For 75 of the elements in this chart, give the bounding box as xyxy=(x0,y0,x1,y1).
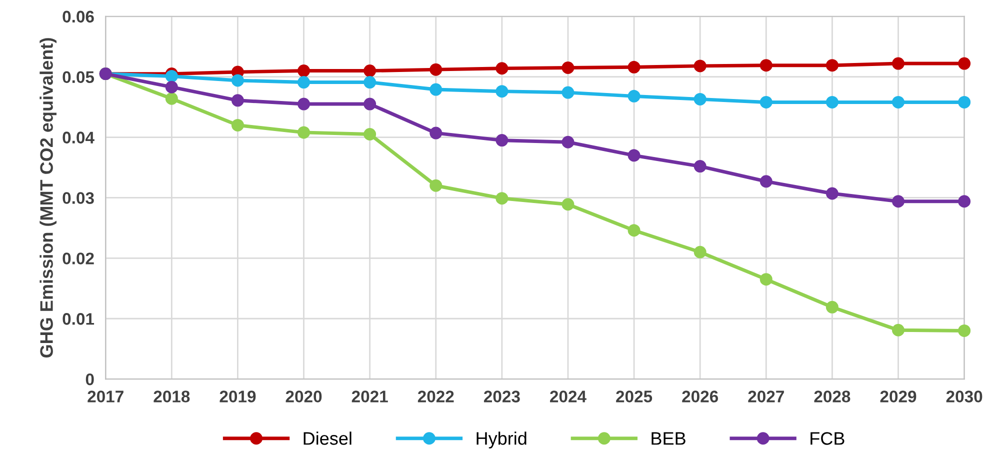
point xyxy=(826,96,838,108)
x-tick-label: 2017 xyxy=(88,390,124,402)
x-tick-label: 2021 xyxy=(352,390,388,402)
point xyxy=(958,195,971,208)
y-tick-label: 0 xyxy=(86,373,94,386)
y-tick-label: 0.02 xyxy=(62,252,94,264)
point xyxy=(892,195,904,208)
point xyxy=(958,96,971,108)
point xyxy=(364,128,376,141)
point xyxy=(496,62,508,75)
point xyxy=(760,96,772,108)
legend-label: FCB xyxy=(810,432,844,445)
point xyxy=(562,62,574,74)
point xyxy=(892,96,904,108)
x-tick-label: 2022 xyxy=(418,390,454,402)
x-tick-label: 2030 xyxy=(946,390,982,402)
point xyxy=(958,324,971,337)
point xyxy=(892,57,904,70)
x-tick-label: 2025 xyxy=(616,390,652,402)
point xyxy=(231,94,244,107)
point xyxy=(562,198,574,211)
point xyxy=(628,60,640,74)
point xyxy=(430,126,442,140)
point xyxy=(430,83,442,96)
point xyxy=(826,300,838,314)
point xyxy=(430,179,442,192)
point xyxy=(694,92,706,106)
y-axis-title: GHG Emission (MMT CO2 equivalent) xyxy=(40,38,57,358)
point xyxy=(562,136,574,148)
point xyxy=(231,118,244,132)
point xyxy=(298,64,310,78)
y-tick-label: 0.01 xyxy=(62,313,94,325)
point xyxy=(231,74,244,87)
point xyxy=(628,224,640,237)
point xyxy=(298,98,310,110)
point xyxy=(364,76,376,89)
x-tick-label: 2028 xyxy=(814,390,850,402)
legend-label: BEB xyxy=(652,432,686,445)
point xyxy=(430,63,442,76)
x-tick-label: 2023 xyxy=(484,390,520,402)
point xyxy=(760,59,772,72)
point xyxy=(496,85,508,98)
legend-label: Diesel xyxy=(304,432,352,445)
point xyxy=(694,60,706,72)
legend-label: Hybrid xyxy=(476,432,526,448)
point xyxy=(364,98,376,110)
point xyxy=(628,90,640,102)
point xyxy=(562,86,574,99)
y-tick-label: 0.06 xyxy=(62,10,94,23)
point xyxy=(364,64,376,78)
point xyxy=(694,246,706,258)
point xyxy=(628,149,640,162)
point xyxy=(165,92,178,105)
point xyxy=(496,192,508,205)
y-tick-label: 0.03 xyxy=(62,192,94,204)
x-tick-label: 2029 xyxy=(880,390,916,402)
y-tick-label: 0.04 xyxy=(62,132,94,144)
x-tick-label: 2020 xyxy=(286,390,322,402)
point xyxy=(165,80,178,94)
point xyxy=(892,324,904,336)
y-tick-label: 0.05 xyxy=(62,71,94,84)
point xyxy=(298,126,310,139)
x-tick-label: 2019 xyxy=(220,390,256,402)
x-tick-label: 2024 xyxy=(550,390,586,402)
x-tick-label: 2027 xyxy=(748,390,784,402)
point xyxy=(958,57,971,70)
point xyxy=(760,273,772,286)
point xyxy=(496,134,508,147)
point xyxy=(694,160,706,173)
point xyxy=(760,175,772,188)
x-tick-label: 2018 xyxy=(154,390,190,402)
point xyxy=(298,76,310,89)
x-tick-label: 2026 xyxy=(682,390,718,402)
point xyxy=(826,59,838,72)
point xyxy=(826,187,838,200)
